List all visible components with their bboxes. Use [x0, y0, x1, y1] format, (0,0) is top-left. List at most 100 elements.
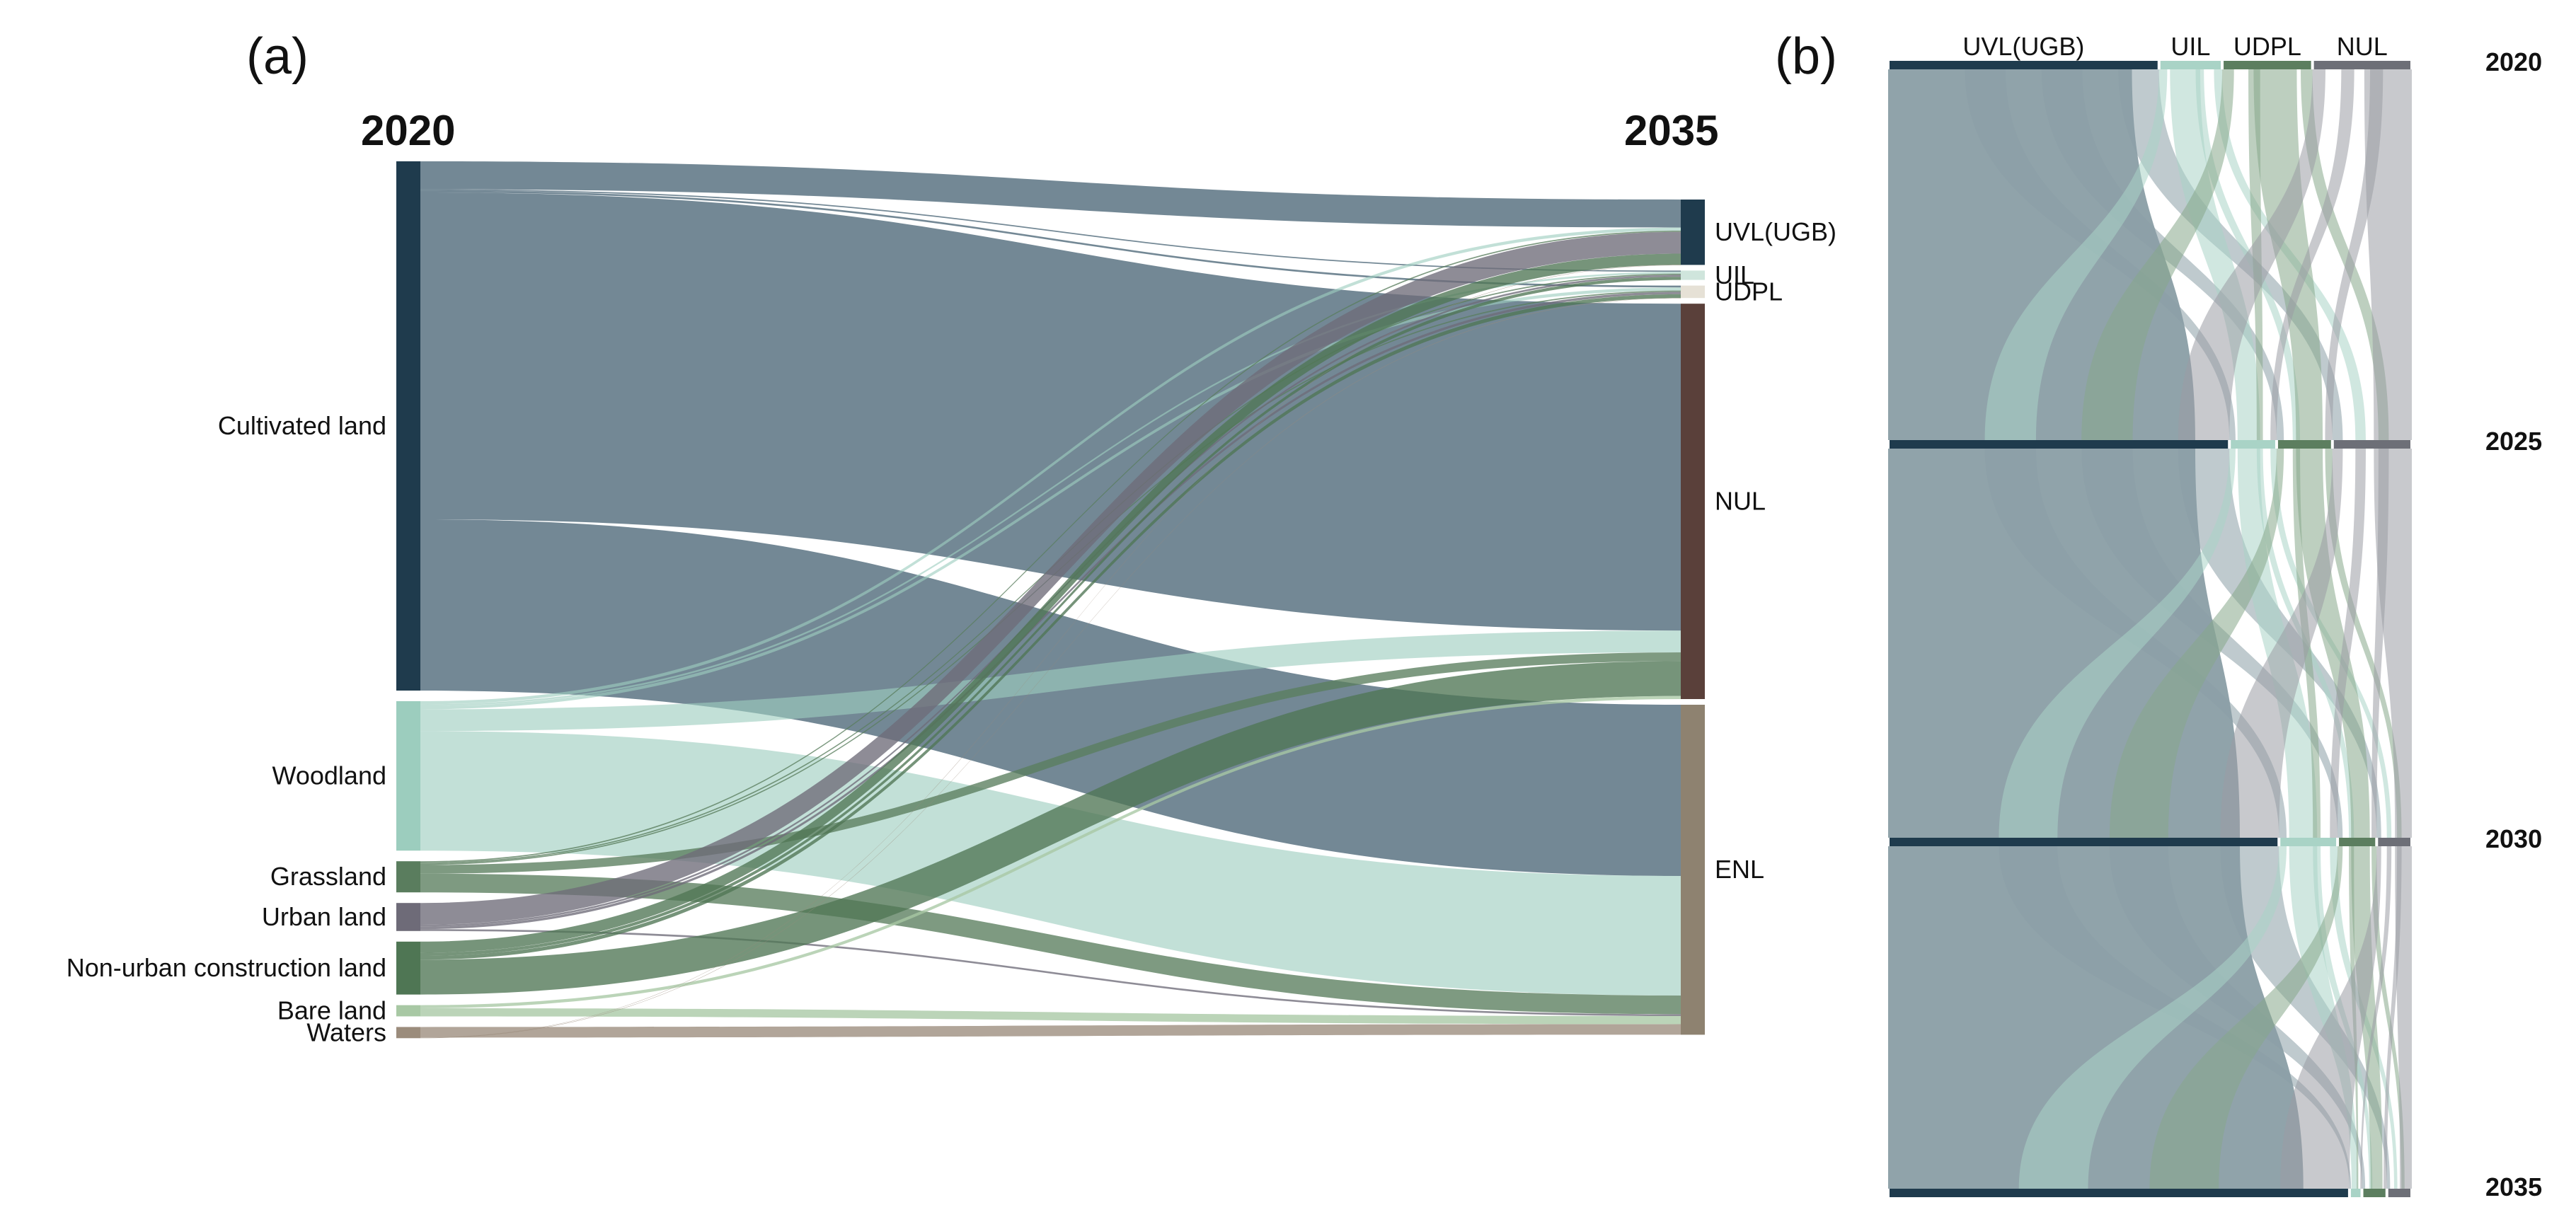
sankey-a-source-node-woodland: [396, 701, 420, 851]
sankey-b-flow-2020-nul-to-uvl-ugb: [2178, 69, 2325, 440]
sankey-a-target-label-udpl: UDPL: [1715, 277, 1783, 306]
sankey-b-flow-2025-nul-to-nul: [2374, 449, 2412, 838]
sankey-b-bar-2025-uil: [2231, 440, 2275, 449]
sankey-a-nodes: [396, 161, 1705, 1039]
sankey-b-flow-2030-nul-to-nul: [2395, 846, 2412, 1189]
sankey-b-bar-2030-uil: [2280, 838, 2337, 846]
sankey-a-target-node-nul: [1681, 304, 1705, 699]
sankey-a-source-year: 2020: [361, 107, 455, 154]
sankey-a-source-label-non-urban-construction-land: Non-urban construction land: [67, 953, 386, 982]
sankey-b-year-2035: 2035: [2485, 1172, 2542, 1201]
sankey-b-bar-2025-nul: [2333, 440, 2410, 449]
sankey-a-flow-waters-to-udpl: [420, 298, 1681, 1039]
sankey-a-source-node-non-urban-construction-land: [396, 941, 420, 995]
sankey-b-flow-2025-udpl-to-uvl-ugb: [2109, 449, 2284, 838]
sankey-a-flow-urban-land-to-enl: [420, 929, 1681, 1016]
sankey-b-year-2020: 2020: [2485, 47, 2542, 76]
sankey-a-flow-woodland-to-nul: [420, 630, 1681, 732]
sankey-a-flow-waters-to-uvl-ugb: [420, 265, 1681, 1038]
sankey-b-bar-2035-udpl: [2363, 1189, 2386, 1197]
sankey-a-flow-cultivated-land-to-uvl-ugb: [420, 161, 1681, 228]
sankey-b-flow-2025-uil-to-uvl-ugb: [1999, 449, 2236, 838]
sankey-b-bar-2035-nul: [2388, 1189, 2410, 1197]
sankey-b-flow-2025-nul-to-uvl-ugb: [2220, 449, 2343, 838]
sankey-b-bar-2035-uvl-ugb: [1890, 1189, 2348, 1197]
sankey-b-year-2030: 2030: [2485, 824, 2542, 853]
sankey-b-stages: [1888, 61, 2412, 1197]
sankey-b-column-label-nul: NUL: [2337, 32, 2388, 61]
sankey-a-flow-urban-land-to-udpl: [420, 292, 1681, 930]
sankey-a-labels: Cultivated land Woodland Grassland Urban la…: [67, 217, 1836, 1046]
sankey-b-bar-2025-uvl-ugb: [1890, 440, 2229, 449]
sankey-b-flow-2025-nul-to-uil: [2330, 449, 2366, 838]
sankey-a-source-node-bare-land: [396, 1005, 420, 1017]
sankey-a-target-label-uil: UIL: [1715, 260, 1754, 289]
sankey-b-flow-2020-nul-to-nul: [2364, 69, 2412, 440]
sankey-b-bar-2020-udpl: [2224, 61, 2311, 69]
sankey-b-column-label-uil: UIL: [2170, 32, 2210, 61]
sankey-b-flow-2020-udpl-to-udpl: [2253, 69, 2323, 440]
sankey-a-flow-woodland-to-uvl-ugb: [420, 227, 1681, 705]
sankey-a-links: [420, 161, 1681, 1039]
sankey-b-flow-2025-udpl-to-udpl: [2296, 449, 2370, 838]
sankey-a-flow-non-urban-construction-land-to-uil: [420, 277, 1681, 957]
sankey-a-flow-grassland-to-uvl-ugb: [420, 231, 1681, 863]
sankey-a-target-year: 2035: [1624, 107, 1718, 154]
sankey-a-source-label-woodland: Woodland: [272, 761, 386, 790]
sankey-b-flow-2030-uil-to-uil: [2289, 846, 2358, 1189]
panel-b-label: (b): [1775, 28, 1837, 85]
sankey-a-flow-cultivated-land-to-nul: [420, 192, 1681, 631]
sankey-a-source-node-urban-land: [396, 903, 420, 931]
sankey-b-flow-2030-udpl-to-uvl-ugb: [2149, 846, 2343, 1189]
sankey-a-target-node-udpl: [1681, 285, 1705, 299]
sankey-b-flow-2030-udpl-to-udpl: [2351, 846, 2383, 1189]
sankey-b-flow-2025-udpl-to-nul: [2325, 449, 2402, 838]
sankey-b-flow-2030-uil-to-uvl-ugb: [2018, 846, 2287, 1189]
sankey-b-flow-2020-uvl-ugb-to-nul: [2118, 69, 2343, 440]
sankey-b-flow-2030-nul-to-uil: [2360, 846, 2392, 1189]
sankey-a-source-label-bare-land: Bare land: [277, 996, 386, 1025]
sankey-b-bar-2025-udpl: [2277, 440, 2331, 449]
sankey-a-source-label-waters: Waters: [306, 1017, 386, 1046]
sankey-a-flow-urban-land-to-uvl-ugb: [420, 231, 1681, 925]
sankey-b-bar-2020-uvl-ugb: [1890, 61, 2158, 69]
sankey-b-flow-2020-uil-to-uvl-ugb: [1984, 69, 2168, 440]
sankey-b-bar-2020-uil: [2160, 61, 2221, 69]
sankey-b-year-2025: 2025: [2485, 427, 2542, 456]
sankey-a-source-node-cultivated-land: [396, 161, 420, 691]
sankey-b-column-label-uvl-ugb: UVL(UGB): [1962, 32, 2084, 61]
sankey-a-target-node-enl: [1681, 705, 1705, 1035]
sankey-a-flow-cultivated-land-to-uil: [420, 189, 1681, 272]
sankey-a-target-node-uvl-ugb: [1681, 200, 1705, 265]
sankey-a-flow-woodland-to-udpl: [420, 287, 1681, 710]
sankey-a-flow-woodland-to-enl: [420, 731, 1681, 996]
sankey-a-flow-waters-to-enl: [420, 1024, 1681, 1038]
sankey-a-source-label-urban-land: Urban land: [262, 902, 386, 931]
sankey-a-target-node-uil: [1681, 270, 1705, 280]
sankey-a-source-label-cultivated-land: Cultivated land: [218, 411, 386, 440]
sankey-a-target-label-nul: NUL: [1715, 487, 1766, 516]
sankey-a-flow-woodland-to-uil: [420, 272, 1681, 707]
sankey-a-flow-non-urban-construction-land-to-nul: [420, 661, 1681, 995]
sankey-a-source-label-grassland: Grassland: [270, 862, 386, 891]
sankey-b-flow-2030-udpl-to-nul: [2371, 846, 2405, 1189]
sankey-b-bar-2030-udpl: [2339, 838, 2376, 846]
sankey-a-flow-grassland-to-nul: [420, 652, 1681, 874]
sankey-a-source-node-waters: [396, 1027, 420, 1039]
sankey-b-bar-2020-nul: [2313, 61, 2410, 69]
sankey-b-flow-2020-nul-to-uil: [2270, 69, 2354, 440]
sankey-a-source-node-grassland: [396, 861, 420, 893]
sankey-a-flow-cultivated-land-to-enl: [420, 519, 1681, 876]
sankey-a-target-label-enl: ENL: [1715, 855, 1764, 884]
sankey-b-flow-2020-udpl-to-uvl-ugb: [2081, 69, 2234, 440]
sankey-b: UVL(UGB) UIL UDPL NUL 2020 2025 2030 2035: [1888, 32, 2542, 1201]
sankey-b-labels: UVL(UGB) UIL UDPL NUL 2020 2025 2030 2035: [1962, 32, 2542, 1201]
panel-a-label: (a): [246, 28, 309, 85]
sankey-b-flow-2030-uvl-ugb-to-udpl: [2109, 846, 2366, 1189]
sankey-a-flow-non-urban-construction-land-to-uvl-ugb: [420, 253, 1681, 953]
sankey-b-bar-2030-uvl-ugb: [1890, 838, 2278, 846]
sankey-b-column-label-udpl: UDPL: [2233, 32, 2301, 61]
sankey-a-target-label-uvl-ugb: UVL(UGB): [1715, 217, 1836, 246]
sankey-b-bar-2030-nul: [2378, 838, 2410, 846]
